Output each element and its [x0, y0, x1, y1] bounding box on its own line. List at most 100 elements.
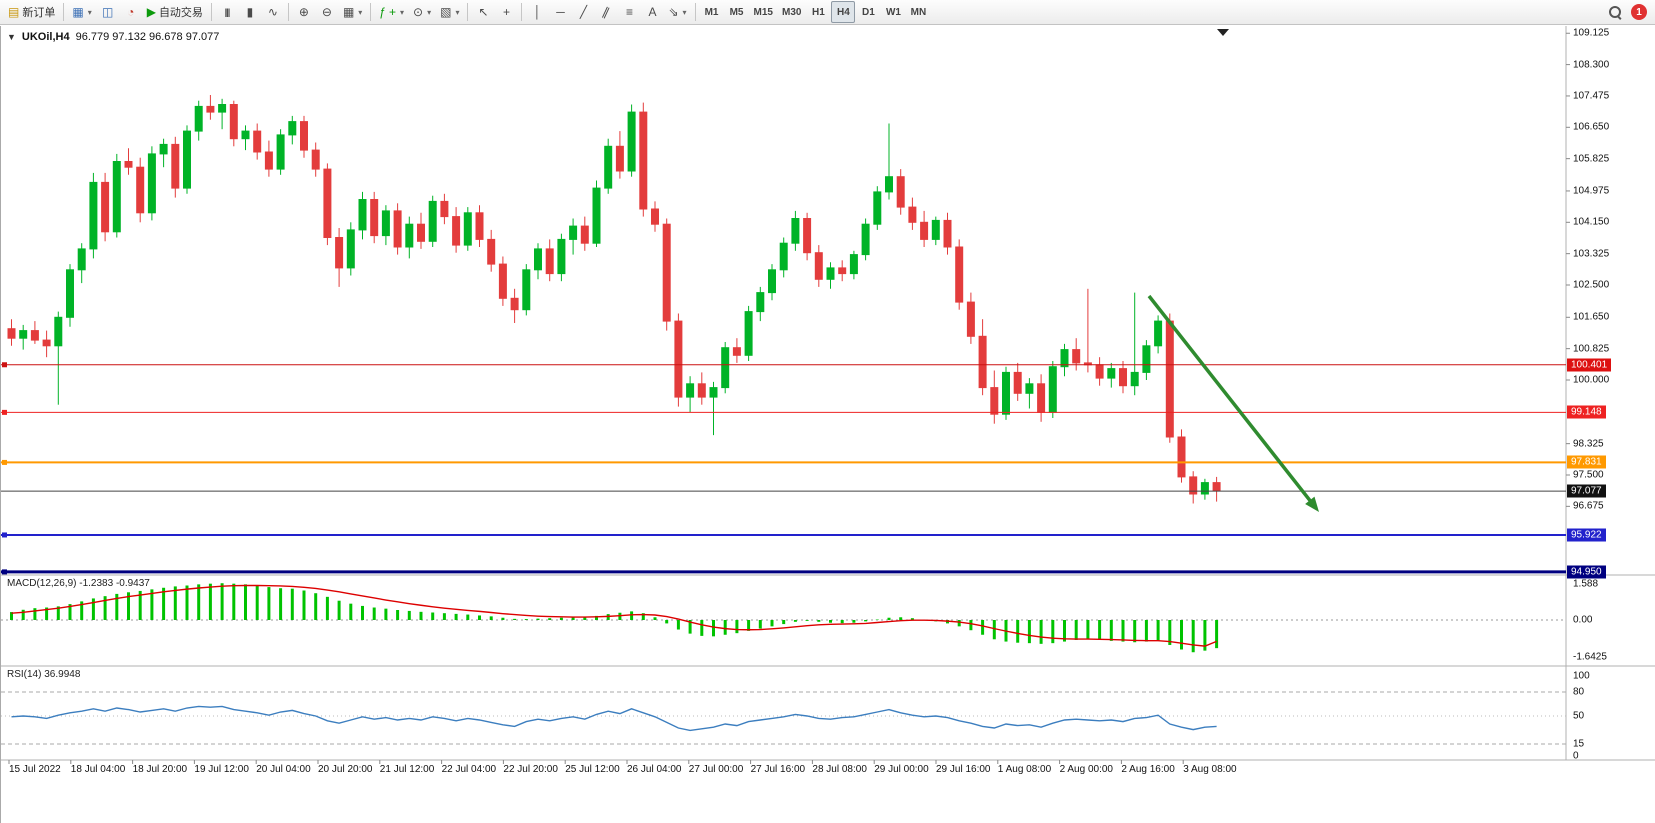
tile-windows-icon: ▦	[342, 5, 355, 19]
chart-canvas[interactable]	[1, 26, 1655, 823]
collapse-panel-icon[interactable]: ▼	[7, 32, 16, 42]
candle-body	[1002, 371, 1010, 415]
price-badge: 99.148	[1567, 405, 1606, 419]
market-watch-button[interactable]: ◫	[97, 1, 119, 23]
candle-body	[370, 199, 379, 237]
candle-body	[147, 153, 156, 214]
time-axis-label: 21 Jul 12:00	[379, 764, 435, 775]
candle-body	[19, 330, 28, 339]
vertical-line-tool-button[interactable]: │	[526, 1, 548, 23]
macd-axis-label: 1.588	[1573, 578, 1599, 590]
autotrading-button[interactable]: ▶ 自动交易	[143, 1, 207, 23]
templates-icon: ▧	[440, 5, 452, 19]
time-axis-label: 22 Jul 20:00	[503, 764, 558, 775]
price-axis-label: 107.475	[1573, 90, 1610, 102]
periods-button[interactable]: ⊙ ▾	[409, 1, 435, 23]
line-chart-button[interactable]: ∿	[262, 1, 284, 23]
timeframe-mn-button[interactable]: MN	[906, 1, 930, 23]
timeframe-m15-button[interactable]: M15	[750, 1, 777, 23]
candle-body	[744, 311, 753, 356]
candle-body	[475, 212, 484, 240]
price-badge: 95.922	[1567, 528, 1606, 542]
candlestick-chart-button[interactable]: ▮	[239, 1, 261, 23]
horizontal-line-tool-button[interactable]: ─	[549, 1, 571, 23]
line-handle[interactable]	[2, 459, 7, 465]
fibonacci-tool-button[interactable]: ≡	[618, 1, 640, 23]
candle-body	[428, 200, 437, 242]
candle-body	[241, 130, 250, 140]
arrows-tool-button[interactable]: ⇘ ▾	[664, 1, 690, 23]
line-handle[interactable]	[2, 569, 7, 575]
new-order-button[interactable]: ▤ 新订单	[4, 1, 59, 23]
crosshair-tool-button[interactable]: +	[495, 1, 517, 23]
trendline-tool-button[interactable]: ╱	[572, 1, 594, 23]
trend-arrow-object[interactable]	[1147, 294, 1316, 507]
rsi-line	[11, 705, 1217, 732]
search-button[interactable]	[1604, 1, 1626, 23]
candle-body	[159, 143, 168, 155]
toolbar-separator	[370, 3, 372, 21]
macd-axis-label: 0.00	[1573, 614, 1593, 626]
line-handle[interactable]	[2, 362, 7, 368]
timeframe-h4-button[interactable]: H4	[831, 1, 856, 23]
timeframe-m1-button[interactable]: M1	[700, 1, 724, 23]
cursor-tool-button[interactable]: ↖	[472, 1, 494, 23]
text-tool-button[interactable]: A	[641, 1, 663, 23]
channel-tool-button[interactable]: ∥	[595, 1, 617, 23]
candle-body	[1107, 368, 1116, 379]
candle-body	[253, 130, 262, 153]
candle-body	[300, 121, 308, 151]
macd-signal-line	[11, 584, 1217, 647]
candle-body	[522, 269, 531, 311]
candle-body	[487, 238, 496, 265]
candle-body	[218, 104, 227, 113]
candle-body	[580, 225, 589, 244]
zoom-out-button[interactable]: ⊖	[316, 1, 338, 23]
shift-end-marker[interactable]	[1217, 29, 1229, 36]
chart-area[interactable]: ▼ UKOil,H4 96.779 97.132 96.678 97.077 M…	[0, 26, 1655, 823]
candle-body	[1037, 383, 1046, 413]
line-handle[interactable]	[2, 532, 7, 538]
candle-body	[885, 176, 893, 193]
new-order-label: 新订单	[22, 7, 56, 19]
timeframe-w1-button[interactable]: W1	[881, 1, 905, 23]
candle-body	[1095, 364, 1104, 379]
timeframe-m5-button[interactable]: M5	[725, 1, 749, 23]
line-handle[interactable]	[2, 409, 7, 415]
price-badge: 97.831	[1567, 455, 1606, 469]
toolbar-separator	[521, 3, 523, 21]
time-axis-label: 26 Jul 04:00	[627, 764, 682, 775]
data-window-button[interactable]: ◔	[120, 1, 142, 23]
horizontal-line-icon: ─	[556, 5, 565, 19]
candle-body	[697, 383, 706, 398]
candle-body	[674, 320, 683, 398]
new-chart-button[interactable]: ▦ ▾	[68, 1, 95, 23]
trend-arrow-head[interactable]	[1305, 496, 1319, 512]
indicators-button[interactable]: ƒ + ▾	[375, 1, 408, 23]
templates-button[interactable]: ▧ ▾	[436, 1, 463, 23]
time-axis-label: 2 Aug 00:00	[1059, 764, 1113, 775]
candle-body	[803, 218, 812, 254]
toolbar-separator	[63, 3, 65, 21]
candle-body	[510, 297, 519, 311]
zoom-in-button[interactable]: ⊕	[293, 1, 315, 23]
notification-badge[interactable]: 1	[1631, 4, 1647, 20]
price-badge: 97.077	[1567, 484, 1606, 498]
time-axis-label: 28 Jul 08:00	[812, 764, 867, 775]
timeframe-d1-button[interactable]: D1	[856, 1, 880, 23]
time-axis-label: 18 Jul 20:00	[132, 764, 188, 775]
candle-body	[849, 254, 858, 275]
chevron-down-icon: ▾	[87, 7, 92, 17]
candle-body	[662, 223, 671, 322]
timeframe-h1-button[interactable]: H1	[806, 1, 830, 23]
candle-body	[381, 210, 390, 237]
bar-chart-button[interactable]: |||	[216, 1, 238, 23]
timeframe-m30-button[interactable]: M30	[778, 1, 805, 23]
time-axis-label: 1 Aug 08:00	[997, 764, 1052, 775]
price-axis-label: 106.650	[1573, 121, 1610, 133]
candle-body	[89, 181, 98, 250]
price-axis-label: 100.000	[1573, 374, 1610, 386]
tile-windows-button[interactable]: ▦ ▾	[339, 1, 366, 23]
candle-body	[194, 105, 203, 132]
rsi-axis-label: 15	[1573, 738, 1585, 750]
